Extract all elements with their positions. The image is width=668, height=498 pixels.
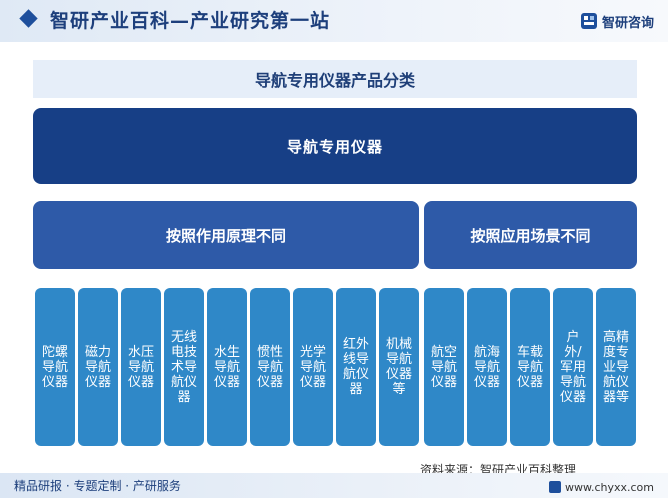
footer-url[interactable]: www.chyxx.com bbox=[564, 480, 654, 494]
leaf-node: 户外/军用导航仪器 bbox=[553, 288, 593, 446]
site-logo-icon bbox=[548, 481, 561, 493]
leaf-node: 惯性导航仪器 bbox=[250, 288, 290, 446]
leaf-node-label: 水压导航仪器 bbox=[127, 344, 154, 390]
brand-logo-icon bbox=[580, 12, 598, 30]
leaf-node: 高精度专业导航仪器等 bbox=[596, 288, 636, 446]
group-node-principle: 按照作用原理不同 bbox=[33, 201, 419, 269]
leaf-node: 航空导航仪器 bbox=[424, 288, 464, 446]
leaf-node: 水生导航仪器 bbox=[207, 288, 247, 446]
leaf-node-label: 惯性导航仪器 bbox=[256, 344, 283, 390]
leaf-node-label: 水生导航仪器 bbox=[213, 344, 240, 390]
brand[interactable]: 智研咨询 bbox=[580, 10, 654, 32]
root-node: 导航专用仪器 bbox=[33, 108, 637, 184]
leaf-node-label: 陀螺导航仪器 bbox=[41, 344, 68, 390]
leaf-node-label: 机械导航仪器等 bbox=[385, 337, 412, 397]
diagram-title: 导航专用仪器产品分类 bbox=[254, 71, 415, 90]
leaf-node-label: 航空导航仪器 bbox=[430, 344, 457, 390]
site-title: 智研产业百科—产业研究第一站 bbox=[50, 10, 331, 32]
footer-site[interactable]: www.chyxx.com bbox=[548, 478, 654, 496]
leaf-node-label: 高精度专业导航仪器等 bbox=[602, 329, 629, 405]
leaf-node-label: 户外/军用导航仪器 bbox=[559, 329, 586, 405]
leaf-node: 光学导航仪器 bbox=[293, 288, 333, 446]
group-node-scenario: 按照应用场景不同 bbox=[424, 201, 637, 269]
leaf-node-label: 磁力导航仪器 bbox=[84, 344, 111, 390]
brand-name: 智研咨询 bbox=[601, 15, 654, 31]
group-node-label: 按照作用原理不同 bbox=[165, 226, 286, 245]
leaf-node-label: 光学导航仪器 bbox=[299, 344, 326, 390]
leaf-node-label: 车载导航仪器 bbox=[516, 344, 543, 390]
leaf-node: 无线电技术导航仪器 bbox=[164, 288, 204, 446]
footer-tagline: 精品研报 · 专题定制 · 产研服务 bbox=[14, 479, 181, 493]
leaf-node: 机械导航仪器等 bbox=[379, 288, 419, 446]
leaf-node: 水压导航仪器 bbox=[121, 288, 161, 446]
root-node-label: 导航专用仪器 bbox=[286, 137, 383, 156]
header-band bbox=[0, 0, 668, 42]
leaf-node: 红外线导航仪器 bbox=[336, 288, 376, 446]
leaf-node-label: 无线电技术导航仪器 bbox=[170, 329, 197, 405]
leaf-node: 磁力导航仪器 bbox=[78, 288, 118, 446]
leaf-node-label: 红外线导航仪器 bbox=[342, 337, 369, 397]
leaf-node-label: 航海导航仪器 bbox=[473, 344, 500, 390]
diagram-title-bar: 导航专用仪器产品分类 bbox=[33, 60, 637, 98]
leaf-node: 车载导航仪器 bbox=[510, 288, 550, 446]
group-node-label: 按照应用场景不同 bbox=[470, 226, 591, 245]
leaf-node: 陀螺导航仪器 bbox=[35, 288, 75, 446]
leaf-node: 航海导航仪器 bbox=[467, 288, 507, 446]
